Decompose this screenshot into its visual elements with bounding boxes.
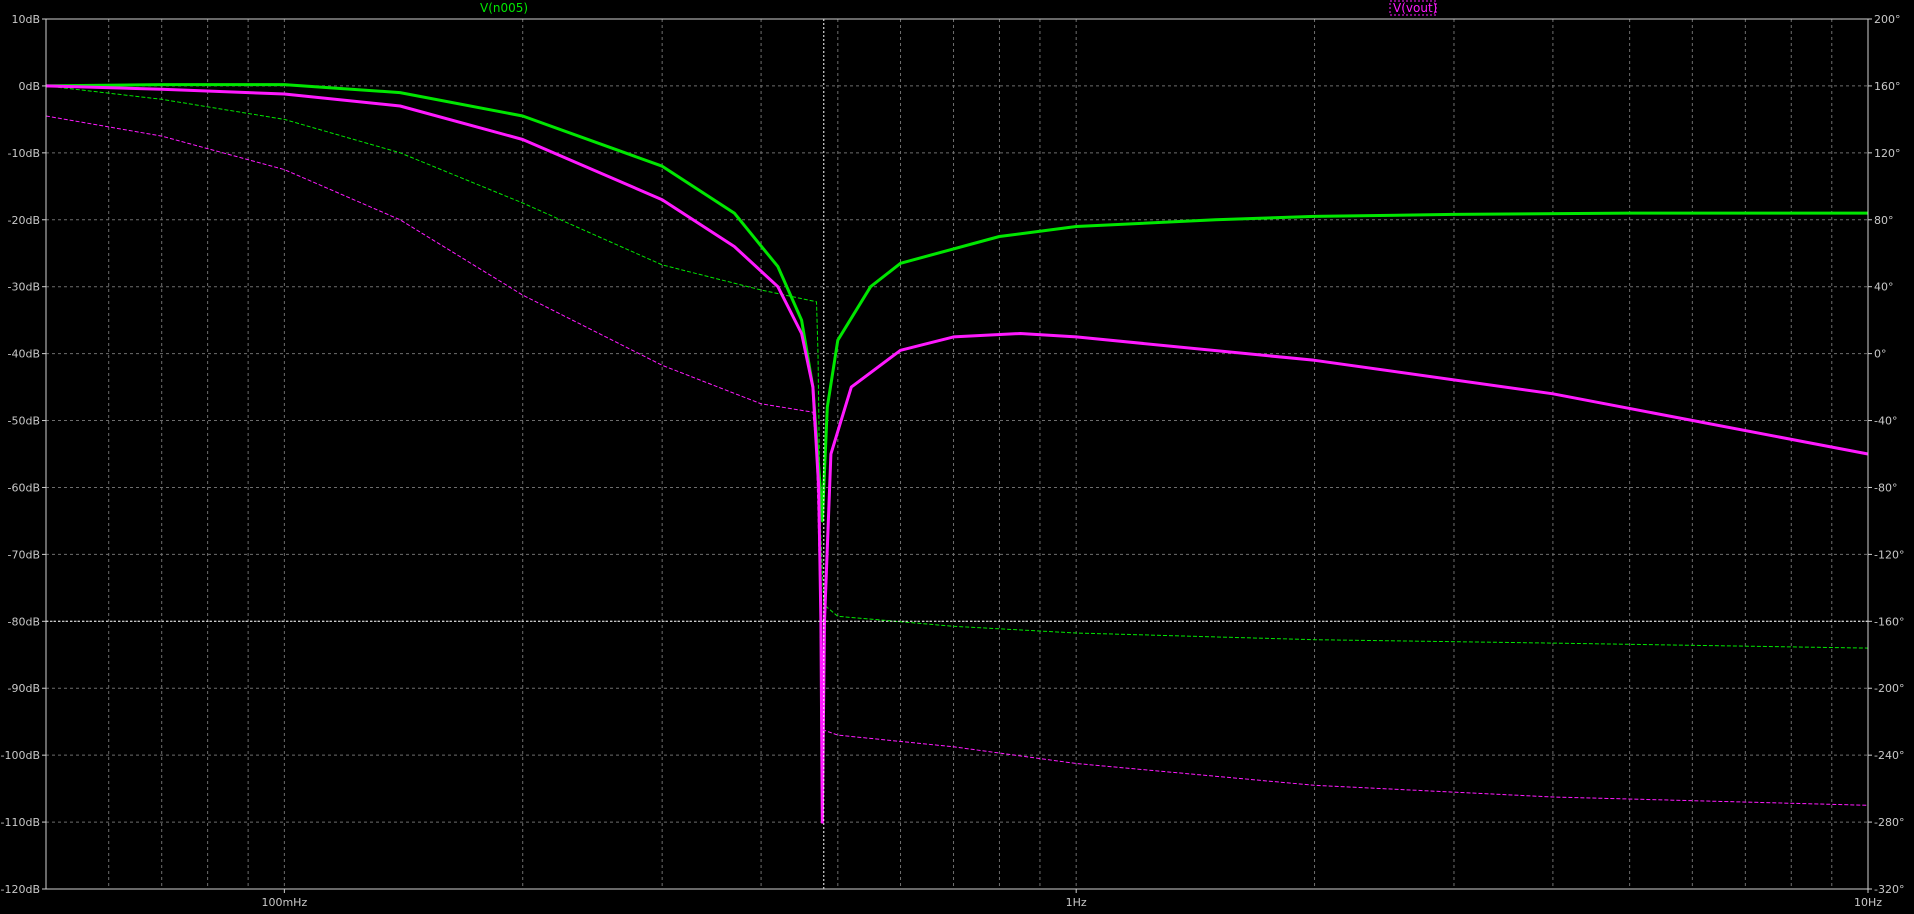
legend-v-n005[interactable]: V(n005) [480,1,528,15]
right-tick-label: -280° [1874,816,1904,829]
right-tick-label: -80° [1874,481,1897,494]
left-tick-label: 10dB [11,13,40,26]
right-tick-label: 120° [1874,147,1901,160]
x-axis-ticks: 100mHz 1Hz 10Hz [261,889,1882,909]
right-tick-label: -320° [1874,883,1904,896]
right-tick-label: -240° [1874,749,1904,762]
left-tick-label: -100dB [1,749,41,762]
plot-frame [45,18,1869,890]
left-tick-label: -20dB [8,214,41,227]
right-tick-label: 40° [1874,281,1894,294]
left-tick-label: -40dB [8,348,41,361]
cursor[interactable] [46,19,1868,889]
right-tick-label: -160° [1874,615,1904,628]
right-tick-label: -120° [1874,548,1904,561]
right-tick-label: -200° [1874,682,1904,695]
left-tick-label: -70dB [8,548,41,561]
series-v-n005--magnitude [45,83,1868,523]
left-tick-label: -90dB [8,682,41,695]
right-tick-label: -40° [1874,415,1897,428]
right-tick-label: 80° [1874,214,1894,227]
series-v-vout--magnitude [45,84,1869,824]
left-tick-label: -50dB [8,415,41,428]
x-tick-label: 1Hz [1066,896,1087,909]
legend-v-vout-frame [1389,0,1437,16]
legend-v-vout-box[interactable]: V(vout) [1389,0,1437,16]
right-tick-label: 200° [1874,13,1901,26]
left-tick-label: 0dB [18,80,40,93]
left-tick-label: -120dB [1,883,41,896]
left-tick-label: -30dB [8,281,41,294]
left-tick-label: -10dB [8,147,41,160]
series-v-n005--phase [45,85,1869,649]
left-tick-label: -80dB [8,615,41,628]
series-group [45,83,1869,824]
right-axis-ticks: 200° 160° 120° 80° 40° 0° -40° -80° -120° -160° -2… [1868,13,1904,896]
left-axis-ticks: 10dB 0dB -10dB -20dB -30dB -40dB -50dB -60dB -70… [1,13,46,896]
x-tick-label: 10Hz [1854,896,1882,909]
left-tick-label: -60dB [8,481,41,494]
x-tick-label: 100mHz [261,896,307,909]
right-tick-label: 160° [1874,80,1901,93]
left-tick-label: -110dB [1,816,41,829]
right-tick-label: 0° [1874,348,1887,361]
legend-v-vout[interactable]: V(vout) [1393,1,1437,15]
